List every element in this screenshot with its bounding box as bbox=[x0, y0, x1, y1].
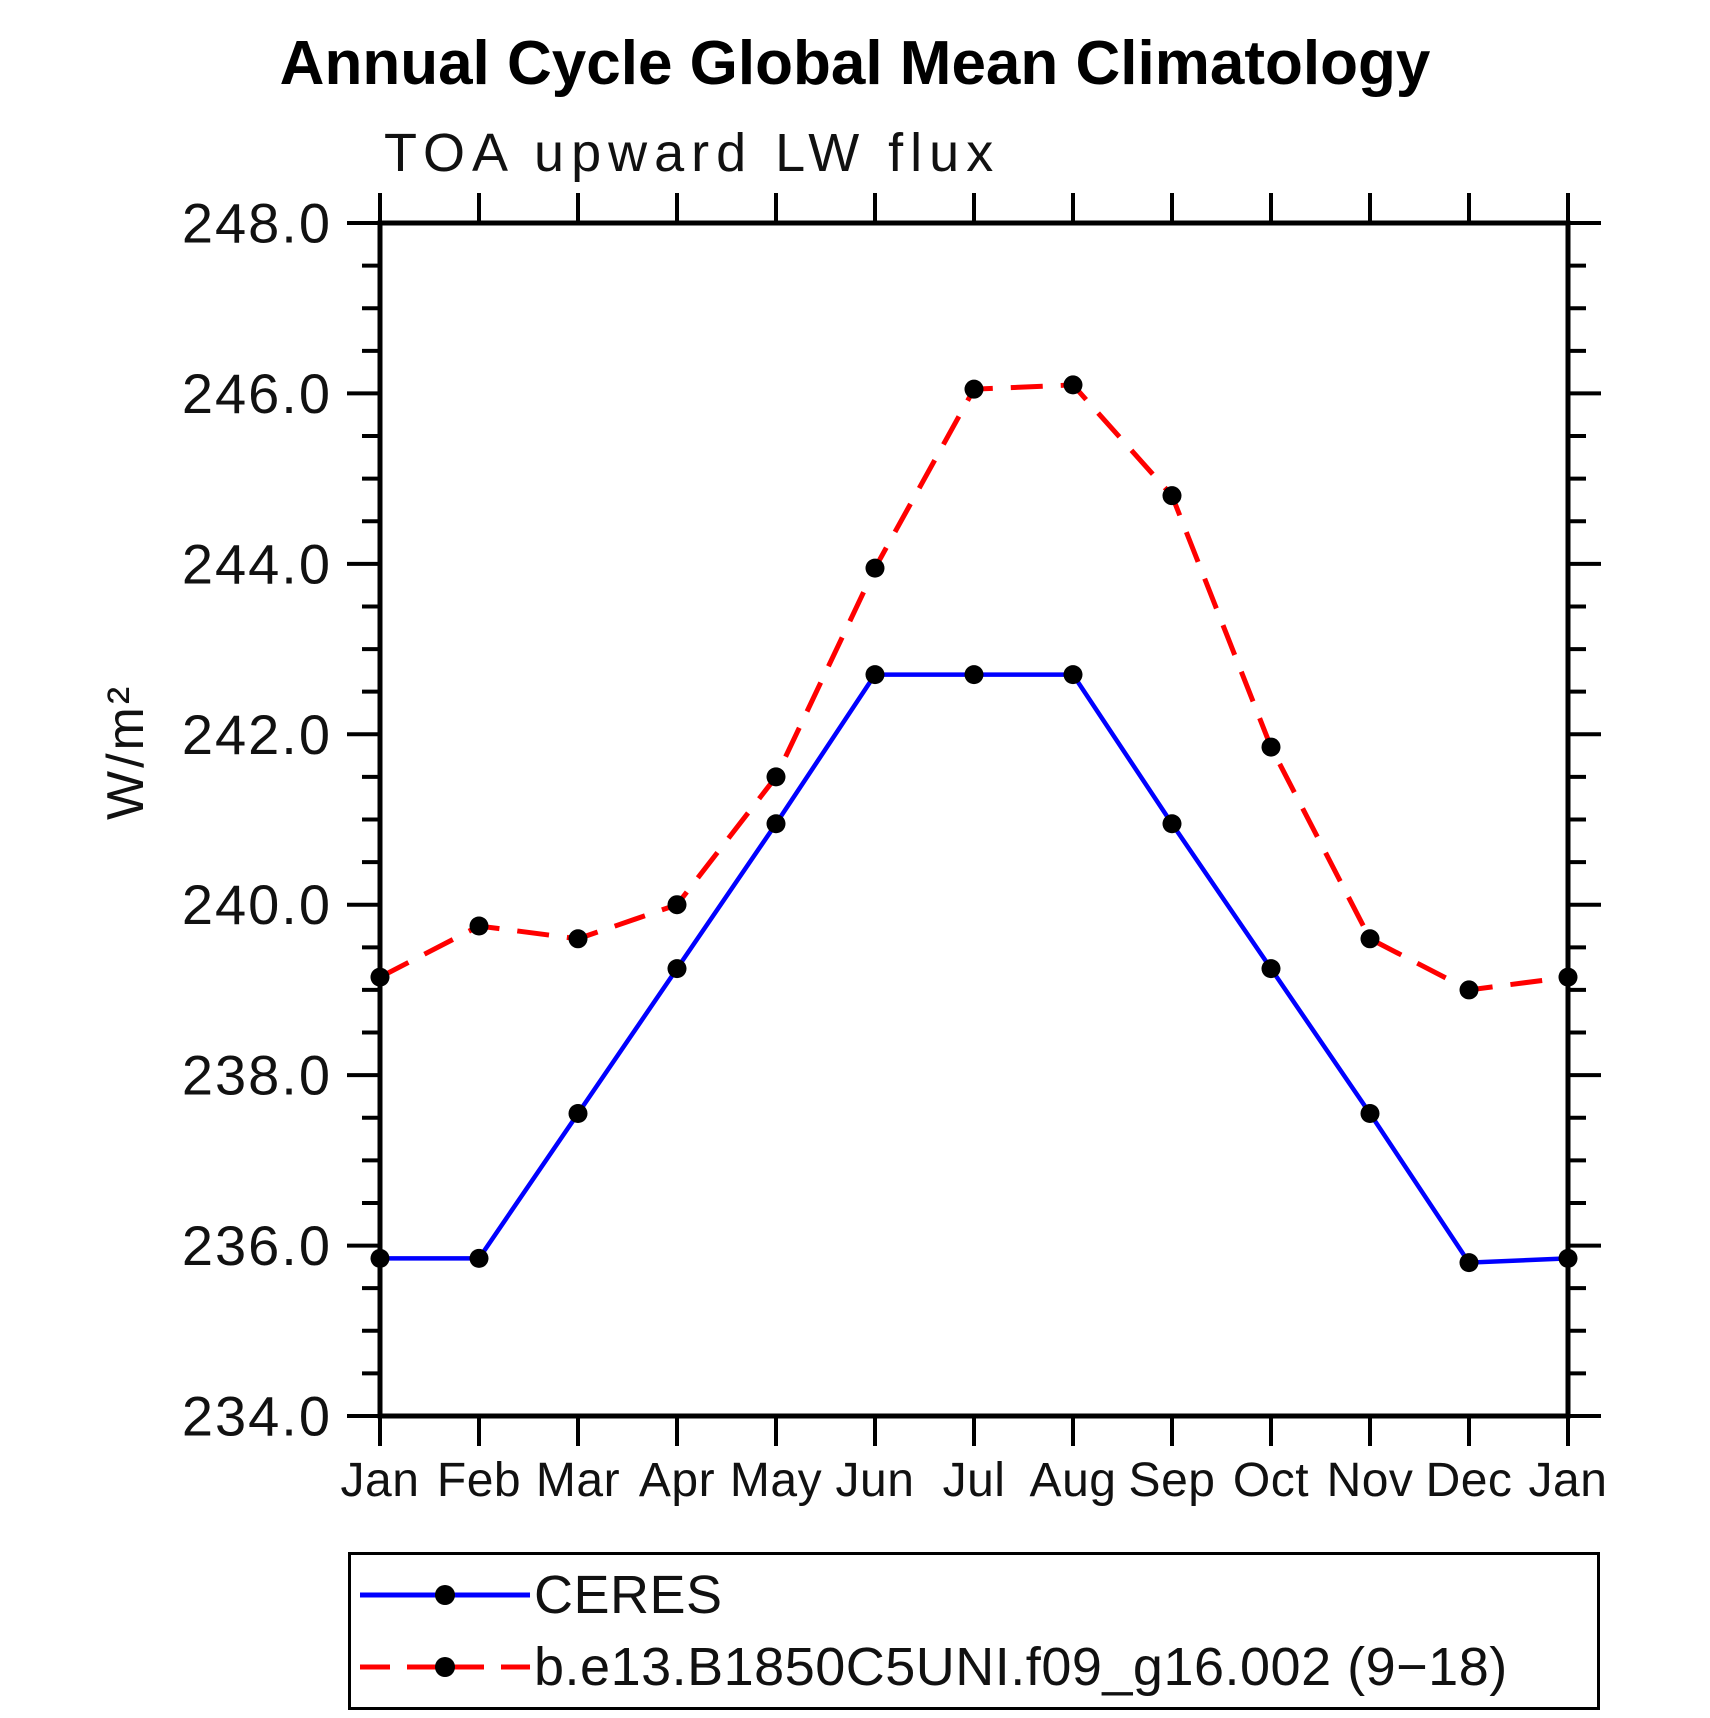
data-point-model bbox=[1162, 486, 1182, 506]
legend-entry-model: b.e13.B1850C5UNI.f09_g16.002 (9−18) bbox=[351, 1636, 1597, 1698]
data-point-model bbox=[1360, 929, 1380, 949]
data-point-model bbox=[1063, 375, 1083, 395]
legend-entry-ceres: CERES bbox=[351, 1564, 1597, 1626]
data-point-model bbox=[667, 895, 687, 915]
series-line-ceres bbox=[380, 672, 1569, 1265]
data-point-model bbox=[964, 379, 984, 399]
plot-area: 234.0 236.0 238.0 240.0 242.0 244.0 246.0 248.0… bbox=[182, 192, 1608, 1508]
data-point-ceres bbox=[964, 665, 984, 685]
y-tick-label: 246.0 bbox=[182, 362, 332, 425]
x-tick-label: Oct bbox=[1233, 1454, 1309, 1507]
x-tick-label: Aug bbox=[1030, 1454, 1117, 1507]
y-tick-label: 242.0 bbox=[182, 703, 332, 766]
x-tick-label: Sep bbox=[1129, 1454, 1216, 1507]
y-tick-label: 248.0 bbox=[182, 192, 332, 255]
x-tick-label: Jan bbox=[1529, 1454, 1608, 1507]
data-point-ceres bbox=[865, 665, 885, 685]
data-point-ceres bbox=[469, 1248, 489, 1268]
x-tick-label: Feb bbox=[437, 1454, 521, 1507]
x-tick-label: Mar bbox=[536, 1454, 620, 1507]
y-tick-label: 240.0 bbox=[182, 873, 332, 936]
chart-subtitle: TOA upward LW flux bbox=[384, 123, 1001, 183]
x-tick-label: Jan bbox=[341, 1454, 420, 1507]
legend-sample-ceres-line bbox=[360, 1585, 530, 1606]
data-point-ceres bbox=[1162, 814, 1182, 834]
data-point-ceres bbox=[1459, 1253, 1479, 1273]
data-point-model bbox=[865, 558, 885, 578]
data-point-model bbox=[568, 929, 588, 949]
data-point-model bbox=[766, 767, 786, 787]
legend-label-model: b.e13.B1850C5UNI.f09_g16.002 (9−18) bbox=[534, 1636, 1508, 1697]
x-tick-label: Apr bbox=[639, 1454, 715, 1507]
data-point-model bbox=[1558, 967, 1578, 987]
y-tick-label: 236.0 bbox=[182, 1214, 332, 1277]
x-tick-label: Dec bbox=[1426, 1454, 1513, 1507]
data-point-model bbox=[1459, 980, 1479, 1000]
series-line-model bbox=[378, 382, 1569, 993]
y-tick-label: 234.0 bbox=[182, 1385, 332, 1448]
data-point-ceres bbox=[1558, 1248, 1578, 1268]
plot-border bbox=[377, 220, 1571, 1419]
data-point-ceres bbox=[370, 1248, 390, 1268]
legend-label-ceres: CERES bbox=[534, 1565, 723, 1626]
data-point-ceres bbox=[1360, 1103, 1380, 1123]
x-tick-label: Nov bbox=[1327, 1454, 1414, 1507]
data-point-model bbox=[469, 916, 489, 936]
y-tick-label: 238.0 bbox=[182, 1044, 332, 1107]
data-point-ceres bbox=[1063, 665, 1083, 685]
y-tick-label: 244.0 bbox=[182, 532, 332, 595]
x-tick-label: Jul bbox=[943, 1454, 1006, 1507]
data-point-ceres bbox=[568, 1103, 588, 1123]
data-point-model bbox=[370, 967, 390, 987]
data-point-ceres bbox=[667, 959, 687, 979]
x-tick-label: Jun bbox=[836, 1454, 915, 1507]
legend-marker-icon bbox=[435, 1656, 455, 1677]
data-point-ceres bbox=[1261, 959, 1281, 979]
legend-marker-icon bbox=[435, 1585, 455, 1606]
data-point-ceres bbox=[766, 814, 786, 834]
chart-title: Annual Cycle Global Mean Climatology bbox=[279, 29, 1431, 98]
data-point-model bbox=[1261, 737, 1281, 757]
legend-sample-model-line bbox=[360, 1656, 530, 1677]
x-tick-label: May bbox=[730, 1454, 822, 1507]
legend-box: CERES b.e13.B1850C5UNI.f09_g16.002 (9−18… bbox=[348, 1552, 1600, 1710]
